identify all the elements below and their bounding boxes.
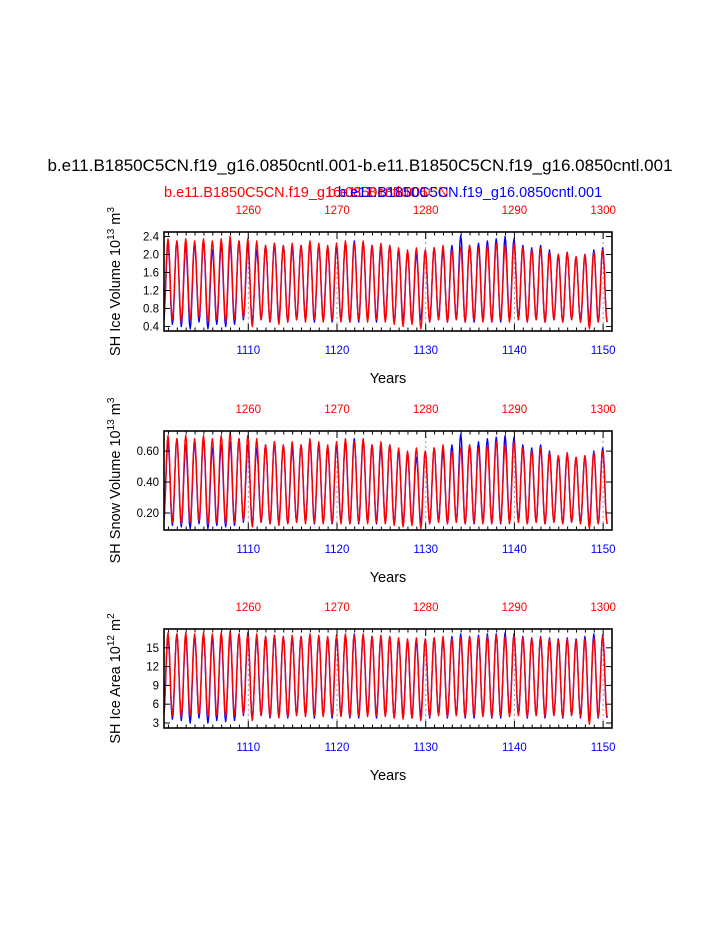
- ytick-label-0.8: 0.8: [143, 304, 159, 316]
- yaxis-title-text: SH Ice Area 10: [108, 646, 124, 744]
- yaxis-title-exponent: 2: [106, 613, 117, 619]
- yaxis-title-text: SH Ice Volume 10: [108, 240, 124, 356]
- xtick-label-top-1280: 1280: [413, 602, 439, 614]
- ytick-label-12: 12: [146, 662, 159, 674]
- legend-overlap-title: b.e11.B1850C5CN: [328, 185, 449, 201]
- xtick-label-top-1290: 1290: [502, 404, 528, 416]
- yaxis-title-exponent: 3: [106, 207, 117, 213]
- series-line-red: [164, 235, 608, 330]
- ytick-label-0.4: 0.4: [143, 322, 160, 334]
- xtick-label-bottom-1130: 1130: [413, 544, 438, 556]
- yaxis-title: SH Snow Volume 1013 m3: [106, 397, 124, 563]
- ytick-label-9: 9: [153, 680, 159, 692]
- xtick-label-bottom-1110: 1110: [236, 345, 260, 357]
- yaxis-title-exponent: 13: [106, 419, 117, 431]
- xtick-label-top-1290: 1290: [502, 602, 528, 614]
- xtick-label-bottom-1110: 1110: [236, 742, 260, 754]
- ytick-label-0.40: 0.40: [137, 477, 159, 489]
- chart-panel-1: 0.4 0.8 1.2 1.6 2.0 2.4 1110 1120 1130 1140 1150 12…: [106, 205, 616, 387]
- xtick-label-top-1260: 1260: [235, 404, 261, 416]
- yaxis-title-text: m: [108, 619, 124, 635]
- xtick-label-bottom-1140: 1140: [502, 345, 527, 357]
- ytick-label-3: 3: [153, 718, 159, 730]
- plot-frame: [163, 430, 613, 531]
- yaxis-title-text: SH Snow Volume 10: [108, 430, 124, 563]
- xtick-label-top-1280: 1280: [413, 205, 439, 217]
- yaxis-title-exponent: 12: [106, 635, 117, 647]
- ytick-label-6: 6: [153, 699, 159, 711]
- series-line-red: [164, 431, 608, 530]
- ytick-label-1.2: 1.2: [143, 286, 159, 298]
- yaxis-title-text: m: [108, 403, 124, 419]
- legend-blue-title: b.e11.B1850C5CN.f19_g16.0850cntl.001: [338, 185, 602, 201]
- xtick-label-bottom-1150: 1150: [591, 544, 616, 556]
- plot-frame: [163, 231, 613, 332]
- xtick-label-bottom-1120: 1120: [325, 345, 350, 357]
- xtick-label-top-1270: 1270: [324, 205, 350, 217]
- xaxis-title: Years: [370, 570, 407, 586]
- ytick-label-15: 15: [146, 643, 159, 655]
- ytick-label-2.0: 2.0: [143, 250, 159, 262]
- series-line-blue: [164, 632, 608, 724]
- series-line-red: [164, 630, 608, 725]
- ytick-label-0.20: 0.20: [137, 508, 159, 520]
- xtick-label-top-1260: 1260: [235, 205, 261, 217]
- xtick-label-bottom-1120: 1120: [325, 544, 350, 556]
- yaxis-title: SH Ice Volume 1013 m3: [106, 207, 124, 356]
- xtick-label-bottom-1130: 1130: [413, 345, 438, 357]
- xtick-label-top-1300: 1300: [590, 205, 616, 217]
- xtick-label-top-1300: 1300: [590, 404, 616, 416]
- chart-panel-2: 0.20 0.40 0.60 1110 1120 1130 1140 1150 1260 1270…: [106, 397, 616, 586]
- xtick-label-bottom-1140: 1140: [502, 544, 527, 556]
- xtick-label-top-1270: 1270: [324, 404, 350, 416]
- yaxis-title: SH Ice Area 1012 m2: [106, 613, 124, 744]
- xtick-label-top-1270: 1270: [324, 602, 350, 614]
- xaxis-title: Years: [370, 768, 407, 784]
- xtick-label-bottom-1110: 1110: [236, 544, 260, 556]
- xtick-label-bottom-1120: 1120: [325, 742, 350, 754]
- xtick-label-bottom-1150: 1150: [591, 742, 616, 754]
- xaxis-title: Years: [370, 371, 407, 387]
- series-group: [164, 234, 608, 330]
- xtick-label-bottom-1130: 1130: [413, 742, 438, 754]
- yaxis-title-exponent: 3: [106, 397, 117, 403]
- xtick-label-bottom-1140: 1140: [502, 742, 527, 754]
- xtick-label-top-1260: 1260: [235, 602, 261, 614]
- plot-frame: [163, 628, 613, 729]
- main-title: b.e11.B1850C5CN.f19_g16.0850cntl.001-b.e…: [47, 156, 672, 175]
- series-group: [164, 630, 608, 725]
- xtick-label-top-1300: 1300: [590, 602, 616, 614]
- legend-red-title: b.e11.B1850C5CN.f19_g16.0850cntl.001: [164, 185, 428, 201]
- ytick-label-1.6: 1.6: [143, 268, 159, 280]
- xtick-label-bottom-1150: 1150: [591, 345, 616, 357]
- xtick-label-top-1290: 1290: [502, 205, 528, 217]
- chart-panel-3: 3 6 9 12 15 1110 1120 1130 1140 1150 1260 1270 1280 1…: [106, 602, 616, 784]
- yaxis-title-exponent: 13: [106, 228, 117, 240]
- ytick-label-2.4: 2.4: [143, 232, 160, 244]
- series-group: [164, 431, 608, 530]
- ytick-label-0.60: 0.60: [137, 446, 159, 458]
- xtick-label-top-1280: 1280: [413, 404, 439, 416]
- yaxis-title-text: m: [108, 213, 124, 229]
